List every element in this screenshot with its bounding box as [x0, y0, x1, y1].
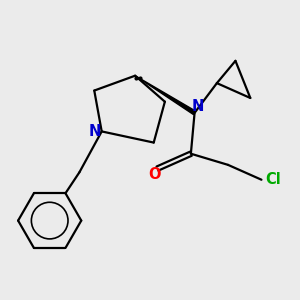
Text: N: N [89, 124, 101, 139]
Text: N: N [191, 99, 204, 114]
Polygon shape [135, 76, 196, 115]
Text: O: O [148, 167, 161, 182]
Text: Cl: Cl [265, 172, 281, 187]
